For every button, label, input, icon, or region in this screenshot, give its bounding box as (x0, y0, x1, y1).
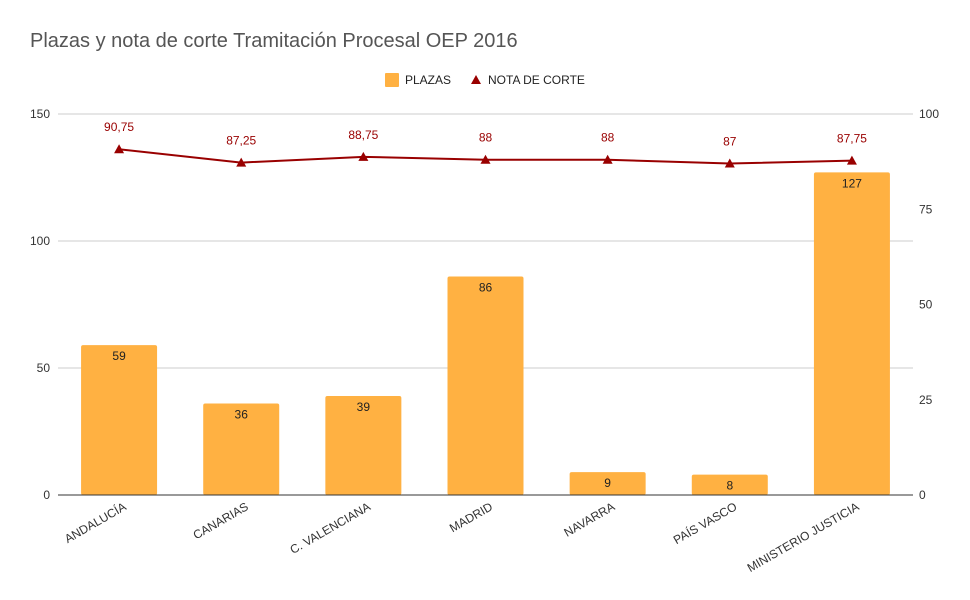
bar-series: 59 36 39 86 9 8 127 (81, 172, 890, 496)
line-series: 90,75 87,25 88,75 88 88 87 87,75 (104, 120, 867, 168)
line-point-marker (724, 158, 735, 168)
line-data-label: 88,75 (348, 128, 378, 142)
y-left-tick-label: 50 (37, 361, 51, 375)
legend-swatch-plazas (385, 73, 399, 87)
x-tick-label: C. VALENCIANA (288, 499, 373, 556)
bar-data-label: 9 (604, 476, 611, 490)
legend-label-nota: NOTA DE CORTE (488, 73, 585, 87)
x-tick-label: ANDALUCÍA (62, 499, 129, 546)
y-right-tick-label: 75 (919, 202, 933, 216)
line-point-marker (358, 151, 369, 161)
x-tick-label: MINISTERIO JUSTICIA (745, 499, 862, 574)
bar (813, 172, 890, 496)
line-data-label: 87,25 (226, 134, 256, 148)
y-right-tick-label: 50 (919, 298, 933, 312)
y-right-tick-label: 100 (919, 107, 939, 121)
bar (81, 345, 158, 495)
x-tick-label: PAÍS VASCO (670, 499, 739, 547)
chart-title: Plazas y nota de corte Tramitación Proce… (30, 30, 518, 52)
line-data-label: 88 (601, 131, 615, 145)
bar (569, 472, 646, 495)
bar-data-label: 127 (842, 176, 862, 190)
x-tick-label: CANARIAS (191, 499, 251, 542)
bar (203, 403, 280, 495)
y-left-tick-label: 150 (30, 107, 50, 121)
x-tick-label: MADRID (447, 499, 495, 535)
bar-data-label: 59 (112, 349, 126, 363)
y-left-tick-label: 100 (30, 234, 50, 248)
line-data-label: 88 (479, 131, 493, 145)
line-point-marker (846, 155, 857, 165)
y-right-tick-label: 25 (919, 393, 933, 407)
bar (691, 474, 768, 495)
bar-data-label: 86 (479, 281, 493, 295)
legend-marker-nota (471, 75, 481, 84)
line-point-marker (602, 154, 613, 164)
legend-label-plazas: PLAZAS (405, 73, 451, 87)
bar (325, 395, 402, 495)
y-right-tick-label: 0 (919, 488, 926, 502)
line-point-marker (236, 157, 247, 167)
line-point-marker (114, 144, 125, 154)
bar-data-label: 8 (726, 479, 733, 493)
bar-data-label: 36 (235, 408, 249, 422)
bar (447, 276, 524, 495)
bar-data-label: 39 (357, 400, 371, 414)
line-point-marker (480, 154, 491, 164)
line-data-label: 90,75 (104, 120, 134, 134)
legend: PLAZAS NOTA DE CORTE (385, 73, 585, 87)
line-data-label: 87,75 (837, 132, 867, 146)
x-tick-label: NAVARRA (561, 499, 617, 539)
line-data-label: 87 (723, 135, 737, 149)
y-left-tick-label: 0 (43, 488, 50, 502)
